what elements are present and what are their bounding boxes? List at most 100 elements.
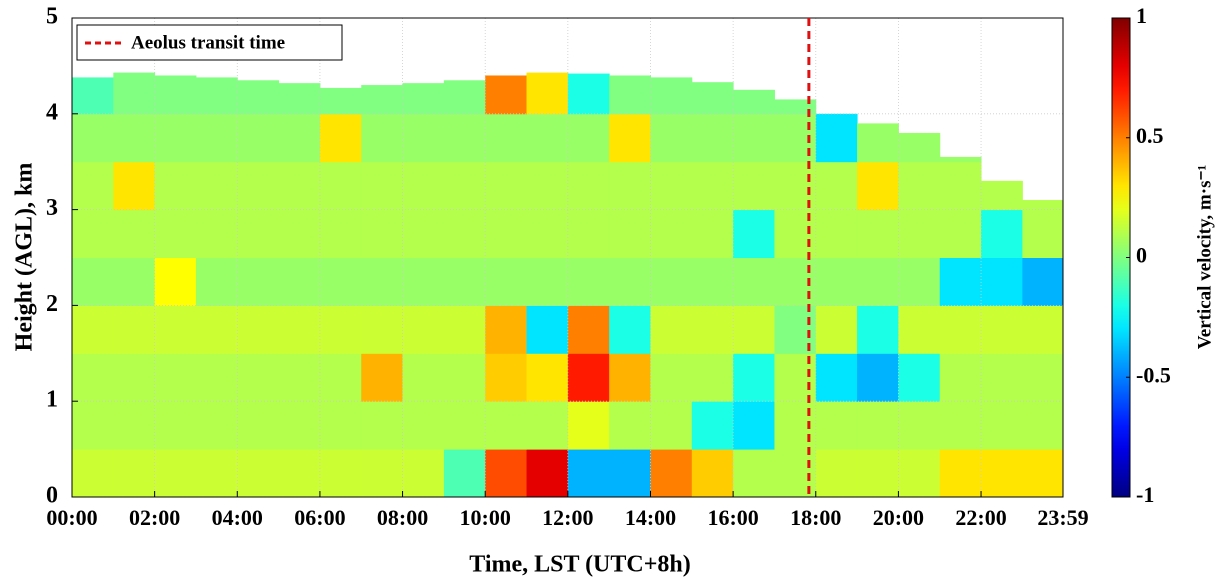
- heatmap-cell: [526, 257, 569, 306]
- heatmap-cell: [278, 209, 321, 258]
- heatmap-cell: [361, 305, 404, 354]
- heatmap-cell: [443, 209, 486, 258]
- heatmap-cell: [567, 449, 610, 497]
- heatmap-cell: [237, 80, 280, 115]
- heatmap-cell: [981, 305, 1023, 354]
- heatmap-cell: [526, 161, 569, 211]
- heatmap-cell: [567, 73, 610, 115]
- heatmap-cell: [113, 72, 156, 115]
- heatmap-cell: [113, 209, 156, 258]
- heatmap-cell: [733, 449, 775, 497]
- heatmap-cell: [195, 257, 238, 306]
- heatmap-cell: [485, 257, 528, 306]
- heatmap-cell: [609, 257, 651, 306]
- x-tick-label: 08:00: [377, 505, 428, 530]
- heatmap-cell: [526, 305, 569, 354]
- heatmap-cell: [195, 449, 238, 497]
- heatmap-cell: [443, 161, 486, 211]
- heatmap-cell: [857, 209, 899, 258]
- heatmap-cell: [113, 353, 156, 402]
- heatmap-cell: [815, 161, 858, 211]
- heatmap-cell: [609, 305, 651, 354]
- heatmap-cell: [1022, 449, 1063, 497]
- y-tick-label: 4: [46, 99, 58, 125]
- heatmap-cell: [733, 305, 775, 354]
- x-tick-label: 14:00: [625, 505, 676, 530]
- heatmap-cell: [939, 449, 982, 497]
- heatmap-cell: [939, 161, 982, 211]
- x-tick-label: 22:00: [955, 505, 1006, 530]
- heatmap-cell: [526, 72, 569, 115]
- heatmap-cell: [72, 161, 114, 211]
- heatmap-cell: [691, 113, 734, 163]
- heatmap-cell: [72, 305, 114, 354]
- heatmap-cell: [981, 180, 1023, 211]
- heatmap-cell: [72, 257, 114, 306]
- x-axis-label: Time, LST (UTC+8h): [469, 552, 691, 578]
- heatmap-cell: [154, 161, 197, 211]
- heatmap-cell: [815, 353, 858, 402]
- x-tick-label: 10:00: [460, 505, 511, 530]
- heatmap-cell: [237, 401, 280, 450]
- heatmap-cell: [733, 209, 775, 258]
- heatmap-cell: [485, 401, 528, 450]
- heatmap-cell: [609, 449, 651, 497]
- heatmap-cell: [1022, 305, 1063, 354]
- heatmap-cell: [278, 353, 321, 402]
- heatmap-cell: [113, 449, 156, 497]
- heatmap-cell: [195, 305, 238, 354]
- heatmap-cell: [526, 401, 569, 450]
- heatmap-cell: [361, 161, 404, 211]
- heatmap-cell: [443, 305, 486, 354]
- y-tick-label: 1: [46, 387, 58, 413]
- heatmap-cell: [278, 257, 321, 306]
- heatmap-cell: [650, 209, 693, 258]
- heatmap-cell: [650, 161, 693, 211]
- heatmap-cell: [278, 401, 321, 450]
- heatmap-cell: [1022, 200, 1063, 211]
- heatmap-cell: [526, 209, 569, 258]
- y-tick-label: 2: [46, 291, 58, 317]
- heatmap-cell: [774, 99, 817, 115]
- x-tick-label: 18:00: [790, 505, 841, 530]
- heatmap-cell: [567, 161, 610, 211]
- heatmap-cell: [650, 113, 693, 163]
- heatmap-cell: [485, 161, 528, 211]
- x-tick-label: 12:00: [542, 505, 593, 530]
- heatmap-cell: [733, 401, 775, 450]
- heatmap-cell: [278, 83, 321, 115]
- heatmap-cell: [857, 257, 899, 306]
- heatmap-cell: [650, 305, 693, 354]
- heatmap-cell: [898, 305, 941, 354]
- heatmap-cell: [526, 113, 569, 163]
- heatmap-cell: [443, 80, 486, 115]
- heatmap-cell: [361, 449, 404, 497]
- heatmap-cell: [443, 401, 486, 450]
- heatmap-cell: [443, 257, 486, 306]
- heatmap-cell: [898, 161, 941, 211]
- heatmap-cell: [319, 353, 362, 402]
- heatmap-cell: [567, 353, 610, 402]
- heatmap-cell: [402, 449, 445, 497]
- heatmap-cell: [939, 401, 982, 450]
- colorbar-tick-label: 0: [1136, 243, 1147, 268]
- heatmap-cell: [154, 257, 197, 306]
- colorbar-label: Vertical velocity, m·s⁻¹: [1194, 165, 1215, 349]
- heatmap-cell: [402, 83, 445, 115]
- heatmap-cell: [402, 113, 445, 163]
- heatmap-cell: [319, 305, 362, 354]
- heatmap-cell: [650, 77, 693, 115]
- y-tick-label: 3: [46, 195, 58, 221]
- heatmap-cell: [72, 77, 114, 115]
- heatmap-cell: [691, 82, 734, 115]
- heatmap-cell: [567, 257, 610, 306]
- heatmap-cell: [195, 77, 238, 115]
- y-axis-label: Height (AGL), km: [12, 163, 38, 352]
- heatmap-cell: [691, 353, 734, 402]
- heatmap-cell: [195, 401, 238, 450]
- x-tick-label: 00:00: [46, 505, 97, 530]
- heatmap-cell: [402, 257, 445, 306]
- x-tick-label: 16:00: [707, 505, 758, 530]
- heatmap-cell: [898, 401, 941, 450]
- heatmap-cell: [981, 401, 1023, 450]
